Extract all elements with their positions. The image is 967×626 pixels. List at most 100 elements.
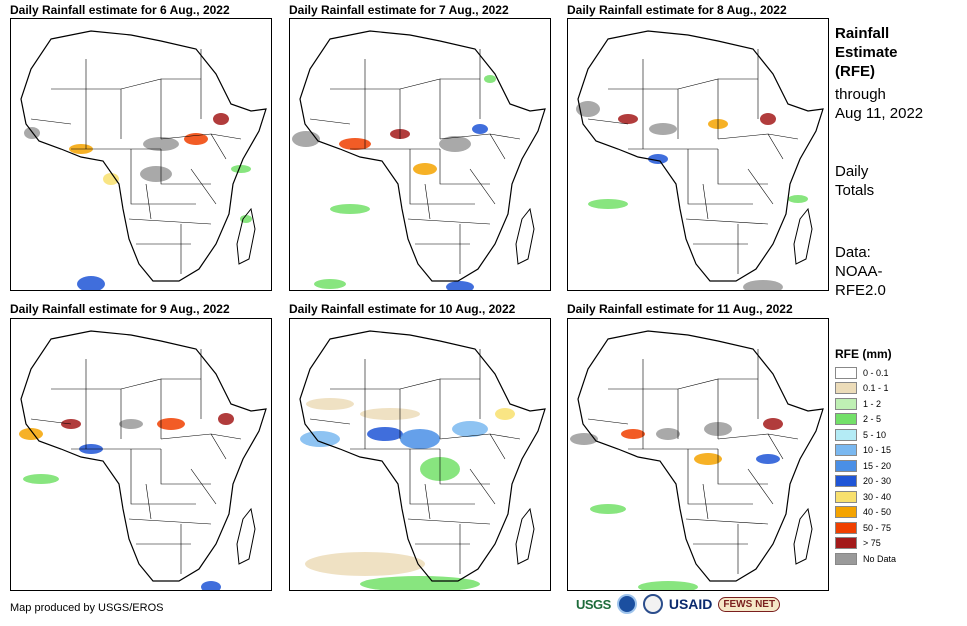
state-seal-logo: [642, 594, 663, 614]
country-border: [702, 483, 709, 520]
legend: 0 - 0.1 0.1 - 1 1 - 2 2 - 5 5 - 10 10 - 15 15 …: [835, 365, 896, 567]
country-border: [130, 149, 196, 205]
legend-swatch: [835, 397, 857, 410]
side-data-line: RFE2.0: [835, 282, 886, 299]
legend-label: 0 - 0.1: [863, 367, 889, 378]
rainfall-area: [330, 204, 370, 214]
country-border: [685, 218, 769, 225]
legend-item: 20 - 30: [835, 474, 896, 490]
legend-swatch: [835, 552, 857, 565]
side-daily: Daily Totals: [835, 162, 874, 200]
country-border: [469, 468, 496, 505]
rainfall-area: [763, 418, 783, 430]
rainfall-area: [760, 113, 776, 125]
rainfall-area: [240, 215, 252, 223]
country-border: [424, 483, 431, 520]
legend-item: No Data: [835, 551, 896, 567]
legend-item: 50 - 75: [835, 520, 896, 536]
rainfall-area: [413, 163, 437, 175]
side-title-line: Estimate: [835, 44, 898, 61]
country-border: [587, 118, 629, 125]
legend-label: 10 - 15: [863, 445, 892, 456]
africa-coastline: [577, 30, 824, 282]
panel-title-1: Daily Rainfall estimate for 6 Aug., 2022: [10, 3, 230, 17]
side-through: through Aug 11, 2022: [835, 85, 923, 123]
country-border: [160, 433, 242, 440]
side-title: Rainfall Estimate (RFE): [835, 24, 898, 81]
country-border: [409, 449, 475, 505]
legend-label: 0.1 - 1: [863, 383, 889, 394]
rainfall-area: [143, 137, 179, 151]
legend-item: > 75: [835, 536, 896, 552]
africa-coastline: [20, 30, 267, 282]
side-title-line: (RFE): [835, 63, 875, 80]
rainfall-area: [400, 429, 440, 449]
legend-label: No Data: [863, 553, 897, 564]
africa-coastline: [299, 330, 546, 582]
country-border: [128, 218, 212, 225]
rainfall-area: [439, 136, 471, 152]
rainfall-area: [590, 504, 626, 514]
country-border: [407, 518, 491, 525]
side-data-line: NOAA-: [835, 263, 883, 280]
rainfall-map-1: [10, 18, 272, 291]
legend-item: 40 - 50: [835, 505, 896, 521]
usaid-logo: USAID: [668, 596, 713, 612]
rainfall-area: [119, 419, 143, 429]
africa-map-svg: [19, 330, 267, 590]
rainfall-area: [305, 552, 425, 576]
legend-title: RFE (mm): [835, 347, 892, 361]
africa-map-svg: [299, 330, 546, 590]
legend-swatch: [835, 475, 857, 488]
legend-label: 20 - 30: [863, 476, 892, 487]
country-border: [190, 168, 217, 205]
country-border: [210, 133, 227, 160]
country-border: [309, 418, 351, 425]
country-border: [717, 133, 799, 140]
country-border: [409, 149, 475, 205]
country-border: [717, 433, 799, 440]
legend-swatch: [835, 366, 857, 379]
legend-label: 5 - 10: [863, 429, 887, 440]
rainfall-area: [694, 453, 722, 465]
country-border: [120, 378, 162, 439]
country-border: [30, 418, 72, 425]
rainfall-map-4: [10, 318, 272, 591]
rainfall-area: [339, 138, 371, 150]
rainfall-area: [756, 454, 780, 464]
legend-label: 40 - 50: [863, 507, 892, 518]
legend-swatch: [835, 521, 857, 534]
africa-map-svg: [20, 30, 267, 290]
country-border: [587, 418, 629, 425]
panel-title-5: Daily Rainfall estimate for 10 Aug., 202…: [289, 302, 516, 316]
side-through-date: Aug 11, 2022: [835, 105, 924, 122]
side-data-line: Data:: [835, 244, 871, 261]
country-border: [439, 149, 490, 185]
madagascar-outline: [236, 507, 256, 565]
legend-label: 15 - 20: [863, 460, 892, 471]
legend-item: 2 - 5: [835, 412, 896, 428]
legend-item: 0.1 - 1: [835, 381, 896, 397]
country-border: [145, 183, 152, 220]
rainfall-area: [218, 413, 234, 425]
side-daily-line: Daily: [835, 163, 869, 180]
country-border: [130, 449, 196, 505]
rainfall-area: [788, 195, 808, 203]
rainfall-area: [19, 428, 43, 440]
country-border: [145, 483, 152, 520]
country-border: [424, 183, 431, 220]
africa-coastline: [577, 330, 824, 582]
legend-label: 1 - 2: [863, 398, 882, 409]
country-border: [309, 118, 351, 125]
rainfall-area: [446, 281, 474, 290]
rainfall-area: [367, 427, 403, 441]
country-border: [210, 433, 227, 460]
rainfall-map-3: [567, 18, 829, 291]
country-border: [685, 518, 769, 525]
legend-label: 50 - 75: [863, 522, 892, 533]
country-border: [717, 449, 768, 485]
country-border: [687, 449, 753, 505]
country-border: [128, 518, 212, 525]
rainfall-map-2: [289, 18, 551, 291]
legend-swatch: [835, 382, 857, 395]
